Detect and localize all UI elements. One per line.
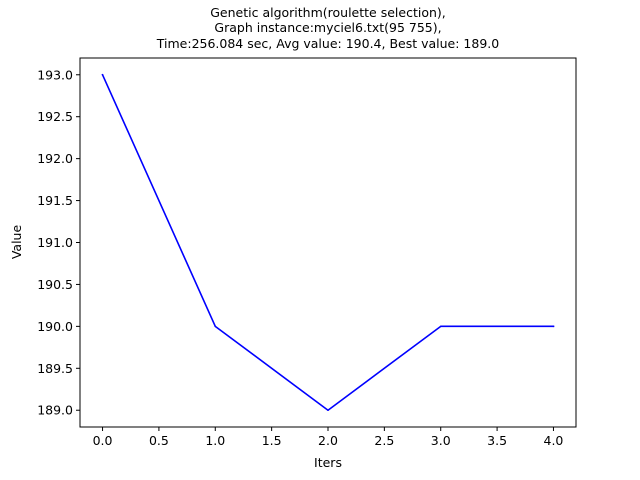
y-tick-label: 191.0 bbox=[37, 235, 73, 250]
x-tick-label: 0.5 bbox=[149, 433, 169, 448]
y-tick-label: 192.5 bbox=[37, 109, 73, 124]
x-tick-label: 3.5 bbox=[487, 433, 507, 448]
y-tick-label: 190.5 bbox=[37, 277, 73, 292]
x-tick-label: 1.0 bbox=[205, 433, 225, 448]
chart-title-line-2: Graph instance:myciel6.txt(95 755), bbox=[214, 20, 441, 35]
data-point bbox=[552, 325, 555, 328]
x-tick-label: 3.0 bbox=[431, 433, 451, 448]
chart-title: Genetic algorithm(roulette selection), G… bbox=[156, 5, 499, 51]
y-tick-label: 191.5 bbox=[37, 193, 73, 208]
data-point bbox=[439, 325, 442, 328]
x-tick-label: 4.0 bbox=[544, 433, 564, 448]
y-tick-label: 192.0 bbox=[37, 151, 73, 166]
x-tick-label: 2.0 bbox=[318, 433, 338, 448]
data-point bbox=[101, 73, 104, 76]
data-point bbox=[327, 409, 329, 412]
x-axis-label: Iters bbox=[314, 455, 342, 470]
plot-area bbox=[80, 58, 576, 427]
x-tick-label: 0.0 bbox=[93, 433, 113, 448]
chart-title-line-3: Time:256.084 sec, Avg value: 190.4, Best… bbox=[156, 36, 499, 51]
x-axis-ticks: 0.0 0.5 1.0 1.5 2.0 2.5 3.0 3.5 4.0 bbox=[93, 427, 564, 448]
series-group bbox=[101, 73, 555, 412]
plot-frame bbox=[79, 57, 577, 428]
y-axis-label: Value bbox=[9, 225, 24, 260]
x-tick-label: 2.5 bbox=[374, 433, 394, 448]
y-tick-label: 193.0 bbox=[37, 67, 73, 82]
y-tick-label: 190.0 bbox=[37, 319, 73, 334]
y-tick-label: 189.0 bbox=[37, 403, 73, 418]
data-point bbox=[214, 325, 217, 328]
x-tick-label: 1.5 bbox=[262, 433, 282, 448]
y-axis-ticks: 189.0 189.5 190.0 190.5 191.0 191.5 192.0 192.5… bbox=[37, 67, 80, 418]
chart-title-line-1: Genetic algorithm(roulette selection), bbox=[210, 5, 446, 20]
y-tick-label: 189.5 bbox=[37, 361, 73, 376]
